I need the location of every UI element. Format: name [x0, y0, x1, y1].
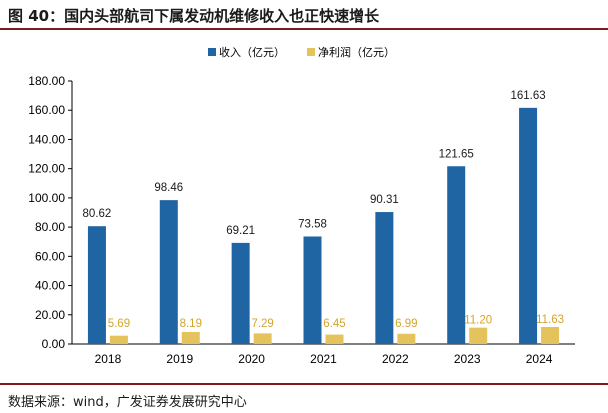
y-tick-label: 100.00 — [28, 191, 65, 205]
revenue-bar — [303, 236, 322, 344]
revenue-value-label: 98.46 — [154, 182, 183, 194]
bars — [87, 107, 560, 345]
revenue-bar — [519, 107, 538, 345]
figure-title: 图 40：国内头部航司下属发动机维修收入也正快速增长 — [8, 7, 380, 25]
revenue-value-label: 69.21 — [226, 225, 255, 237]
x-tick-label: 2018 — [95, 352, 122, 366]
net-profit-bar — [109, 335, 128, 344]
y-tick-label: 80.00 — [35, 220, 65, 234]
revenue-bar — [231, 242, 250, 344]
y-tick-label: 0.00 — [42, 337, 66, 351]
source-note: 数据来源：wind，广发证券发展研究中心 — [8, 395, 247, 410]
y-tick-label: 140.00 — [28, 132, 65, 146]
legend-swatch-revenue — [208, 48, 216, 56]
legend-label-net-profit: 净利润（亿元） — [318, 45, 395, 59]
y-tick-label: 180.00 — [28, 74, 65, 88]
net-profit-bar — [541, 327, 560, 344]
y-tick-label: 60.00 — [35, 249, 65, 263]
net-profit-value-label: 6.99 — [395, 318, 417, 330]
x-tick-label: 2020 — [238, 352, 265, 366]
revenue-value-label: 121.65 — [439, 148, 474, 160]
y-tick-label: 120.00 — [28, 162, 65, 176]
revenue-value-label: 73.58 — [298, 218, 327, 230]
net-profit-bar — [253, 333, 272, 344]
revenue-value-label: 90.31 — [370, 194, 399, 206]
revenue-bar — [447, 166, 466, 344]
revenue-bar — [87, 226, 106, 344]
x-tick-label: 2023 — [454, 352, 481, 366]
net-profit-bar — [397, 333, 416, 344]
y-tick-label: 40.00 — [35, 279, 65, 293]
x-tick-label: 2022 — [382, 352, 409, 366]
net-profit-value-label: 7.29 — [251, 318, 273, 330]
net-profit-value-label: 11.20 — [464, 315, 492, 327]
legend-label-revenue: 收入（亿元） — [219, 45, 285, 59]
y-tick-label: 20.00 — [35, 308, 65, 322]
revenue-value-label: 80.62 — [83, 208, 112, 220]
x-tick-label: 2019 — [166, 352, 193, 366]
net-profit-bar — [181, 332, 200, 344]
revenue-value-label: 161.63 — [510, 90, 545, 102]
net-profit-value-label: 6.45 — [323, 318, 345, 330]
legend: 收入（亿元） 净利润（亿元） — [208, 45, 395, 59]
revenue-bar — [159, 200, 178, 344]
source-rule — [0, 383, 608, 385]
net-profit-bar — [325, 334, 344, 344]
net-profit-bar — [469, 327, 488, 344]
revenue-bar — [375, 212, 394, 344]
net-profit-value-label: 11.63 — [536, 314, 564, 326]
net-profit-value-label: 8.19 — [180, 318, 202, 330]
x-tick-label: 2021 — [310, 352, 337, 366]
y-tick-label: 160.00 — [28, 103, 65, 117]
y-axis: 0.00 20.00 40.00 60.00 80.00 100.00 120.00 140.… — [28, 74, 73, 351]
net-profit-value-label: 5.69 — [108, 318, 130, 330]
x-tick-label: 2024 — [526, 352, 553, 366]
legend-swatch-net-profit — [307, 48, 315, 56]
x-axis: 2018 2019 2020 2021 2022 2023 2024 — [72, 343, 575, 366]
revenue-profit-bar-chart: 收入（亿元） 净利润（亿元） 0.00 20.00 40.00 60.00 80.00 1… — [28, 45, 575, 366]
title-rule — [0, 28, 608, 30]
data-labels: 80.62 5.69 98.46 8.19 69.21 7.29 73.58 6.45 90.3… — [83, 90, 565, 330]
